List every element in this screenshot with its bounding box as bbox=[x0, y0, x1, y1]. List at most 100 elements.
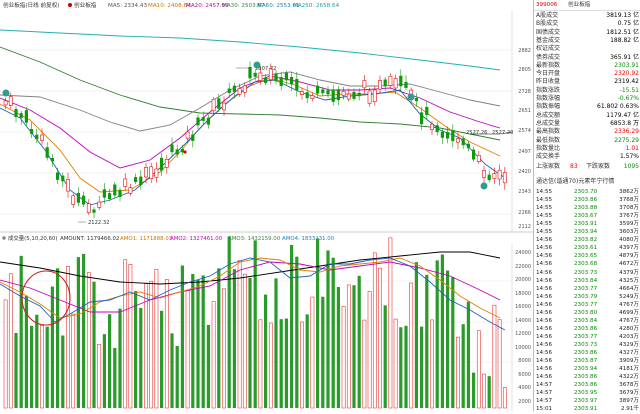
tick-time: 14:56 bbox=[536, 317, 553, 324]
tick-volume: 4672万 bbox=[619, 261, 639, 268]
tick-row: 14:55 2303.86 3768万 bbox=[536, 196, 639, 204]
volume-bar bbox=[97, 344, 102, 409]
volume-axis-label: 18000 bbox=[515, 291, 531, 297]
candle-body bbox=[160, 157, 164, 171]
volume-bar bbox=[420, 326, 424, 408]
price-axis-label: 2420 bbox=[518, 169, 531, 175]
stat-value: 1179.47 亿 bbox=[606, 111, 639, 119]
tick-time: 14:56 bbox=[536, 350, 553, 356]
stat-row: 权证成交 bbox=[536, 45, 639, 53]
stat-value: 2319.42 bbox=[614, 78, 639, 86]
candle-body bbox=[217, 98, 221, 109]
tick-price: 2303.94 bbox=[574, 229, 598, 236]
tick-row: 14:55 2303.88 3708万 bbox=[536, 204, 639, 212]
volume-bar bbox=[268, 322, 273, 409]
volume-bar bbox=[487, 376, 491, 408]
volume-bar bbox=[326, 250, 330, 408]
event-marker-icon bbox=[480, 182, 488, 190]
volume-bar bbox=[305, 314, 309, 408]
tick-row: 14:57 2303.86 3678万 bbox=[536, 381, 639, 389]
volume-average-lines bbox=[0, 251, 506, 331]
candle-body bbox=[71, 195, 76, 205]
volume-bar bbox=[19, 255, 23, 408]
volume-bar bbox=[248, 277, 252, 408]
tick-row: 14:56 2303.61 4397万 bbox=[536, 244, 639, 252]
tick-time: 14:56 bbox=[536, 245, 553, 252]
volume-bar bbox=[352, 285, 356, 408]
candle-body bbox=[180, 148, 184, 153]
highlight-circle bbox=[21, 270, 71, 326]
stat-label: 权证成交 bbox=[536, 45, 561, 53]
candle-body bbox=[362, 80, 367, 89]
tick-row: 15:01 2303.91 2.91千 bbox=[536, 405, 639, 413]
volume-bar bbox=[222, 288, 226, 409]
ticker-banner[interactable]: 通达信(谐通70)元素年宁行情 bbox=[536, 178, 639, 186]
volume-bar bbox=[336, 287, 340, 408]
tick-volume: 4203万 bbox=[619, 333, 639, 340]
volume-bar bbox=[388, 237, 393, 409]
tick-price: 2303.86 bbox=[574, 382, 598, 389]
candle-body bbox=[222, 102, 226, 111]
volume-bar bbox=[50, 286, 54, 408]
candle-body bbox=[76, 192, 80, 203]
event-markers[interactable] bbox=[2, 61, 488, 190]
volume-bar bbox=[86, 272, 91, 409]
tick-price: 2303.95 bbox=[574, 390, 598, 397]
volume-bar bbox=[242, 273, 247, 409]
tick-price: 2303.77 bbox=[574, 301, 598, 308]
candle-body bbox=[482, 170, 486, 178]
ma20-label: MA20: 2457.99 bbox=[186, 3, 229, 9]
tick-volume: 4325万 bbox=[619, 277, 639, 284]
stat-label: 国债成交 bbox=[536, 28, 561, 36]
volume-bar bbox=[362, 319, 367, 409]
stat-value: 1.57% bbox=[619, 153, 639, 161]
volume-bar bbox=[35, 314, 39, 408]
volume-bar bbox=[310, 296, 315, 409]
tick-volume: 5249万 bbox=[619, 293, 639, 300]
stat-value: 2303.91 bbox=[614, 61, 639, 69]
volume-bar bbox=[149, 280, 154, 409]
volume-bar bbox=[24, 295, 28, 408]
volume-bar bbox=[82, 253, 86, 408]
volume-bar bbox=[492, 304, 497, 409]
candle-body bbox=[196, 117, 200, 126]
tick-volume: 3897万 bbox=[619, 398, 639, 405]
tick-price: 2303.77 bbox=[574, 285, 598, 292]
volume-bar bbox=[61, 335, 65, 408]
price-axis-label: 2112 bbox=[518, 224, 531, 230]
tick-row: 14:56 2303.86 4322万 bbox=[536, 373, 639, 381]
stat-label: 指数涨幅 bbox=[536, 95, 561, 102]
stat-value: 6853.8 万 bbox=[610, 119, 639, 127]
candle-body bbox=[341, 91, 346, 96]
tick-time: 14:56 bbox=[536, 366, 553, 373]
price-axis-label: 2574 bbox=[518, 128, 531, 134]
tick-time: 14:57 bbox=[536, 382, 553, 389]
chart-area[interactable]: 创业板指(日线 前复权) 创业板指 MA5: 2334.43 MA10: 240… bbox=[0, 0, 533, 411]
candle-body bbox=[154, 168, 159, 178]
volume-bar bbox=[92, 281, 96, 408]
tick-volume: 4080万 bbox=[619, 237, 639, 244]
tick-price: 2303.84 bbox=[574, 277, 598, 284]
candle-body bbox=[305, 92, 309, 99]
amo2-label: AMO2: 1327461.00 bbox=[170, 236, 223, 242]
volume-amount: AMOUNT: 1179466.02 bbox=[60, 236, 119, 242]
tick-price: 2303.80 bbox=[574, 309, 598, 316]
stat-label: A股成交 bbox=[536, 12, 559, 19]
tick-price: 2303.68 bbox=[574, 261, 598, 268]
tick-time: 14:56 bbox=[536, 253, 553, 260]
candle-body bbox=[284, 72, 288, 81]
tick-row: 14:56 2303.68 4672万 bbox=[536, 260, 639, 268]
volume-axis-label: 22000 bbox=[515, 264, 531, 270]
tick-row: 14:56 2303.86 4280万 bbox=[536, 325, 639, 333]
volume-bar bbox=[367, 291, 372, 409]
candle-body bbox=[128, 187, 133, 194]
tick-row: 14:55 2303.70 3862万 bbox=[536, 188, 639, 196]
tick-price: 2303.70 bbox=[574, 189, 598, 195]
tick-volume: 3679万 bbox=[619, 390, 639, 397]
stat-value: 1812.51 亿 bbox=[606, 28, 639, 36]
candle-body bbox=[461, 138, 465, 146]
volume-bar bbox=[440, 254, 444, 408]
tick-volume: 3603万 bbox=[619, 229, 639, 236]
volume-axis-label: 14000 bbox=[515, 318, 531, 324]
event-marker-icon bbox=[2, 89, 10, 97]
